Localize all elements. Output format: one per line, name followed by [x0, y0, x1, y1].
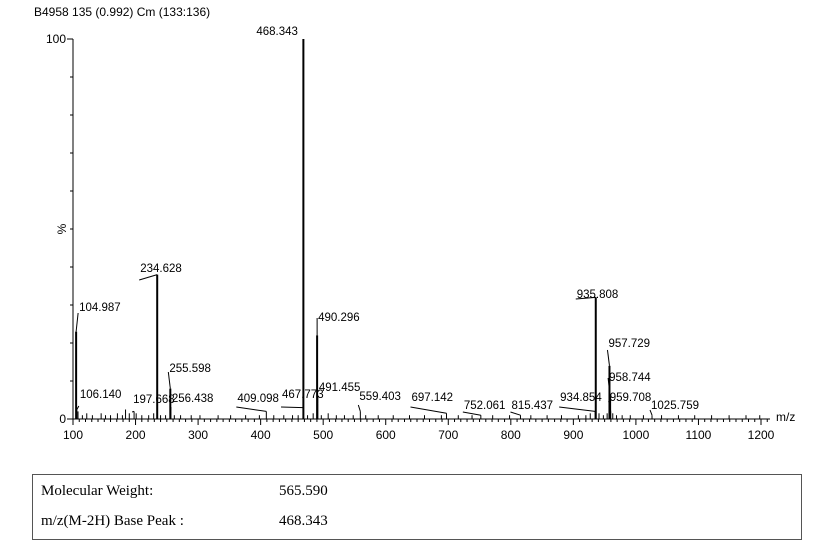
peak-label-connector: [575, 296, 596, 300]
peak-label: 559.403: [359, 391, 401, 403]
x-tick-label: 700: [438, 428, 458, 442]
peak-label-connector: [76, 405, 80, 410]
peak-label-connector: [139, 274, 158, 281]
peak-label: 959.708: [610, 392, 652, 404]
peak-label: 409.098: [237, 393, 279, 405]
peak-label-connector: [281, 406, 304, 409]
peak-label: 958.744: [609, 372, 651, 384]
peak-label-connector: [462, 411, 481, 416]
peak-label: 935.808: [577, 289, 619, 301]
x-tick-label: 900: [563, 428, 583, 442]
x-tick-label: 200: [126, 428, 146, 442]
axes: [72, 39, 770, 420]
peak-label-connector: [410, 406, 447, 414]
x-tick-label: 300: [188, 428, 208, 442]
y-tick-label: 0: [59, 412, 66, 426]
peak-label: 490.296: [318, 312, 360, 324]
peak-label: 104.987: [79, 302, 121, 314]
x-tick-label: 600: [376, 428, 396, 442]
peak-label-connector: [236, 406, 267, 412]
molecular-weight-value: 565.590: [279, 483, 328, 499]
peak-label-connector: [608, 400, 612, 412]
peak-label: 468.343: [256, 26, 298, 38]
peak-label-connector: [167, 371, 171, 389]
x-tick-label: 100: [63, 428, 83, 442]
x-tick-label: 1100: [686, 428, 712, 442]
x-axis-label: m/z: [776, 410, 795, 424]
chart-title: B4958 135 (0.992) Cm (133:136): [34, 5, 210, 19]
peak-label: 752.061: [464, 400, 506, 412]
peak-label-connector: [559, 406, 596, 412]
peak-label-connector: [510, 411, 521, 416]
x-tick-label: 1200: [748, 428, 775, 442]
peak-label: 256.438: [172, 393, 214, 405]
peak-label: 491.455: [319, 382, 361, 394]
peak-label-connector: [649, 409, 653, 416]
base-peak-value: 468.343: [279, 513, 328, 529]
x-tick-label: 500: [313, 428, 333, 442]
peak-label: 106.140: [80, 389, 122, 401]
x-tick-label: 400: [251, 428, 271, 442]
peak-label: 234.628: [140, 263, 182, 275]
peak-label: 934.854: [560, 392, 602, 404]
peak-label: 815.437: [511, 400, 553, 412]
peak-label-connector: [357, 404, 361, 412]
peak-label: 197.668: [133, 394, 175, 406]
base-peak-label: m/z(M-2H) Base Peak :: [41, 513, 184, 529]
peak-label: 1025.759: [651, 400, 699, 412]
compound-info-table: Molecular Weight: 565.590 m/z(M-2H) Base…: [32, 474, 802, 540]
peak-label-connector: [607, 377, 611, 397]
x-tick-label: 1000: [623, 428, 650, 442]
peak-label-connector: [606, 349, 610, 366]
peak-label: 697.142: [411, 392, 453, 404]
y-axis-label: %: [55, 223, 69, 234]
molecular-weight-label: Molecular Weight:: [41, 483, 154, 499]
peak-label-connector: [131, 410, 135, 413]
peak-label-connector: [75, 312, 79, 332]
mass-spectrum-chart: B4958 135 (0.992) Cm (133:136) % m/z 100…: [34, 5, 795, 442]
peak-label: 957.729: [608, 338, 650, 350]
peak-label: 255.598: [169, 363, 211, 375]
y-tick-label: 100: [46, 32, 66, 46]
x-tick-label: 800: [501, 428, 521, 442]
